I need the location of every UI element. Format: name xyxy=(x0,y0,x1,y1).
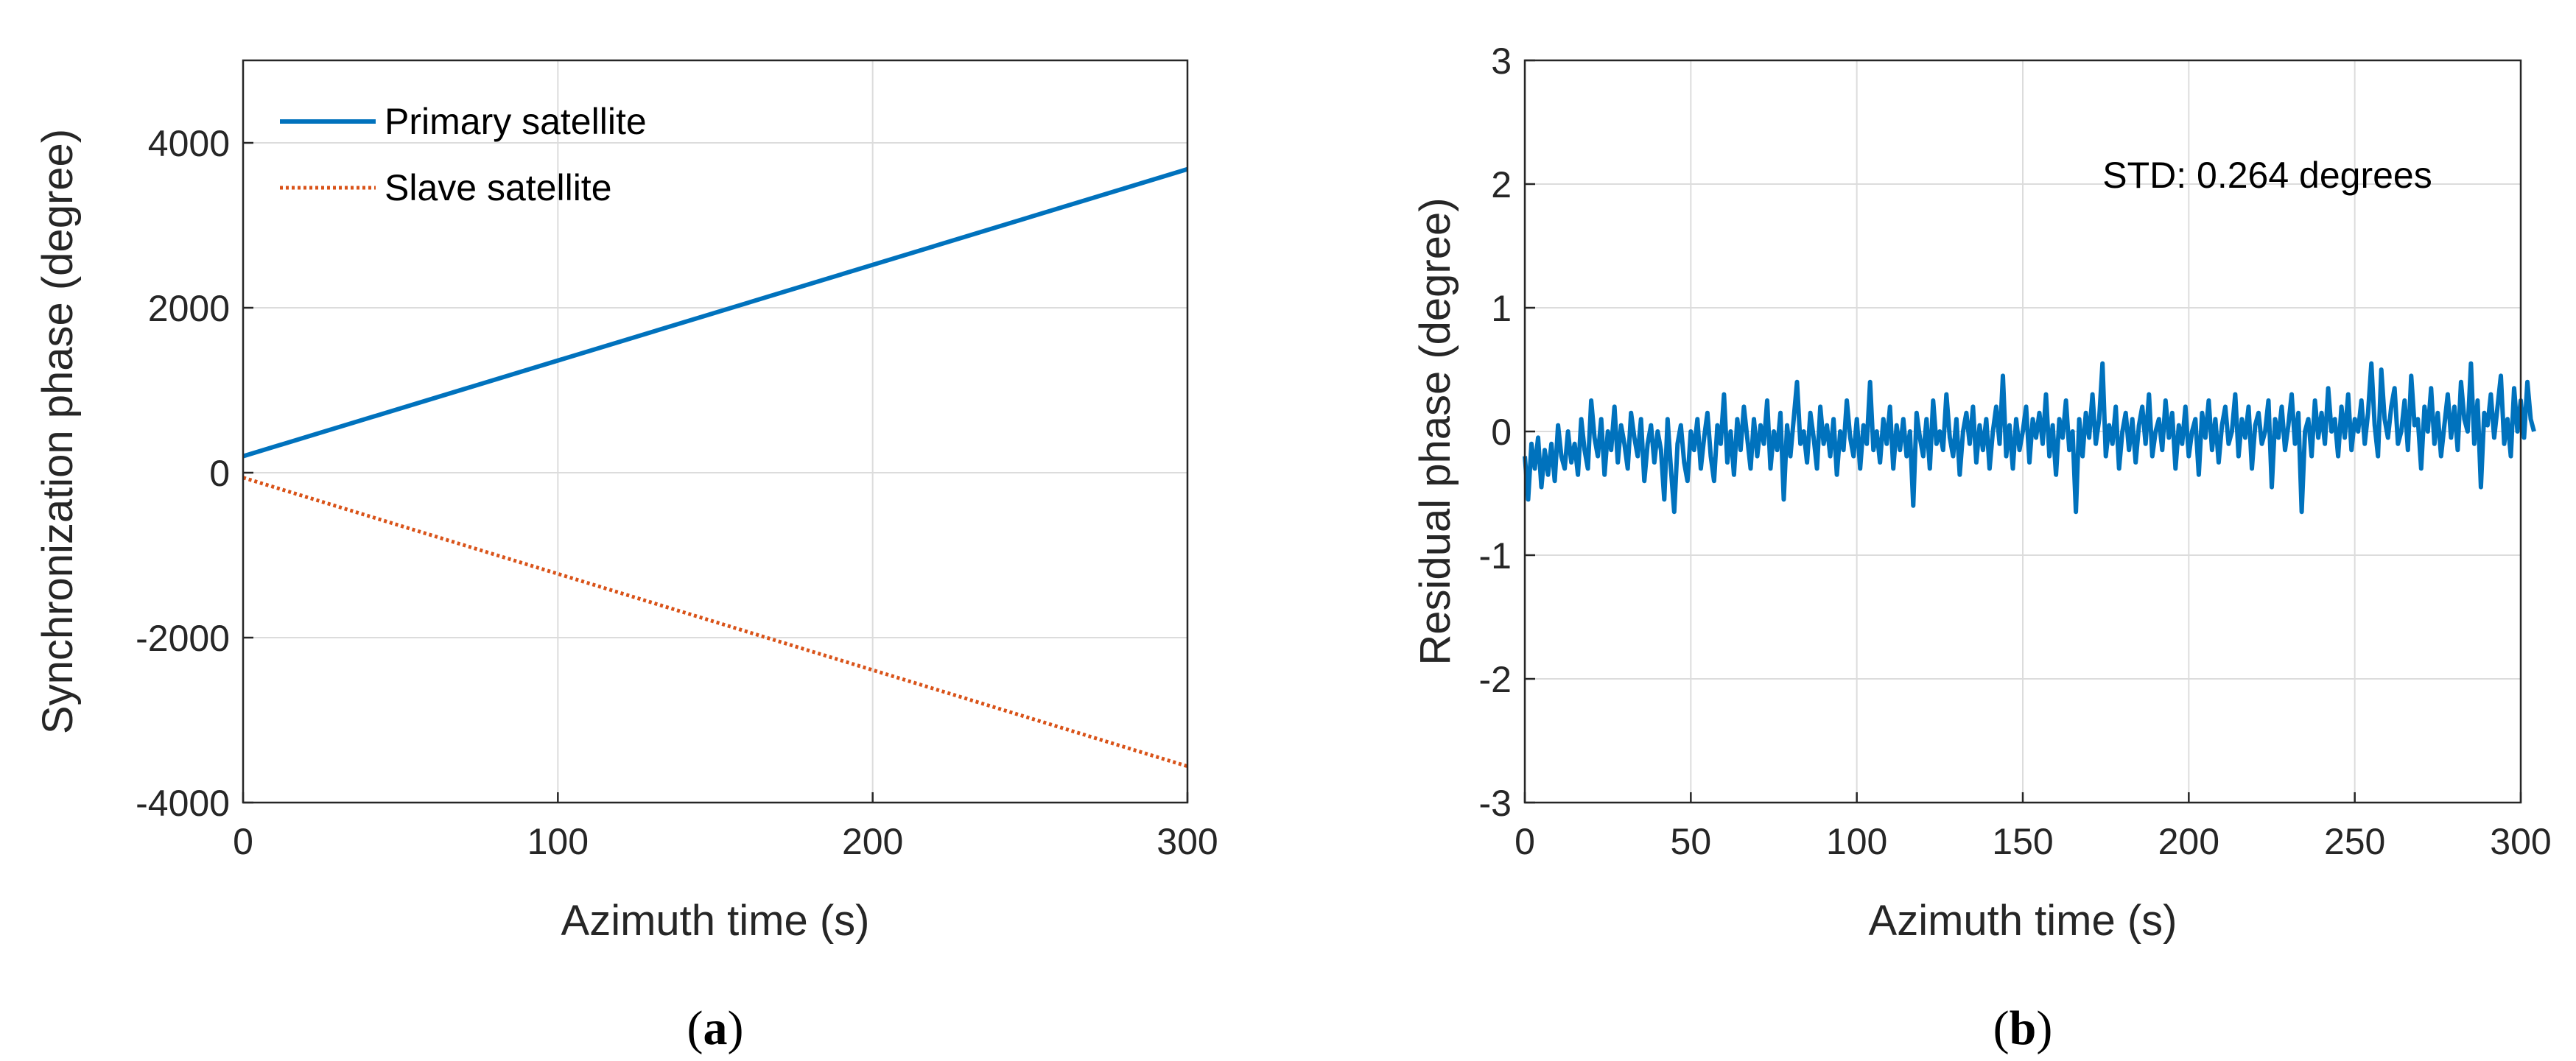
y-tick-label: -2 xyxy=(1479,659,1512,700)
panel-b-y-axis-label: Residual phase (degree) xyxy=(1411,197,1459,665)
panel-a-series xyxy=(242,166,1188,769)
y-tick-label: 0 xyxy=(209,453,230,494)
panel-b-letter: b xyxy=(2010,1001,2037,1055)
y-tick-label: 2 xyxy=(1491,164,1512,205)
std-annotation: STD: 0.264 degrees xyxy=(2102,155,2432,196)
y-tick-label: 3 xyxy=(1491,40,1512,82)
x-tick-label: 50 xyxy=(1671,821,1712,862)
x-tick-label: 0 xyxy=(233,821,253,862)
y-tick-label: -2000 xyxy=(136,618,230,659)
x-tick-label: 250 xyxy=(2324,821,2385,862)
x-tick-label: 300 xyxy=(2490,821,2551,862)
panel-a-tick-labels: 0 100 200 300 -4000 -2000 0 2000 4000 xyxy=(136,123,1218,862)
panel-a-plot-frame xyxy=(242,59,1189,804)
x-tick-label: 150 xyxy=(1992,821,2053,862)
panel-b-chart: 0 50 100 150 200 250 300 -3 -2 -1 0 1 2 3 STD: 0.264 … xyxy=(1411,40,2552,1055)
y-tick-label: -4000 xyxy=(136,783,230,824)
panel-a-legend: Primary satellite Slave satellite xyxy=(280,101,647,208)
series-line-1 xyxy=(242,166,1188,459)
y-tick-label: -3 xyxy=(1479,783,1512,824)
panel-a-caption: (a) xyxy=(687,1001,744,1055)
legend-label-primary: Primary satellite xyxy=(385,101,647,142)
panel-a-chart: 0 100 200 300 -4000 -2000 0 2000 4000 Primary sa… xyxy=(34,59,1218,1055)
y-tick-label: 1 xyxy=(1491,288,1512,329)
x-tick-label: 100 xyxy=(527,821,589,862)
panel-a-y-axis-label: Synchronization phase (degree) xyxy=(34,129,82,734)
series-line-1 xyxy=(1523,361,2536,515)
panel-b-tick-labels: 0 50 100 150 200 250 300 -3 -2 -1 0 1 2 3 xyxy=(1479,40,2552,862)
series-line-2 xyxy=(242,476,1188,769)
panel-a-x-axis-label: Azimuth time (s) xyxy=(561,897,870,945)
y-tick-label: 0 xyxy=(1491,412,1512,453)
panel-b-series xyxy=(1523,361,2536,515)
panel-b-x-axis-label: Azimuth time (s) xyxy=(1869,897,2177,945)
panel-b-caption: (b) xyxy=(1993,1001,2053,1055)
y-tick-label: -1 xyxy=(1479,535,1512,577)
legend-label-slave: Slave satellite xyxy=(385,167,612,208)
x-tick-label: 0 xyxy=(1515,821,1535,862)
x-tick-label: 200 xyxy=(2158,821,2219,862)
x-tick-label: 100 xyxy=(1826,821,1887,862)
y-tick-label: 4000 xyxy=(148,123,230,164)
x-tick-label: 300 xyxy=(1157,821,1218,862)
panel-b-plot-frame xyxy=(1523,59,2522,804)
x-tick-label: 200 xyxy=(842,821,903,862)
y-tick-label: 2000 xyxy=(148,288,230,329)
panel-a-letter: a xyxy=(703,1001,728,1055)
